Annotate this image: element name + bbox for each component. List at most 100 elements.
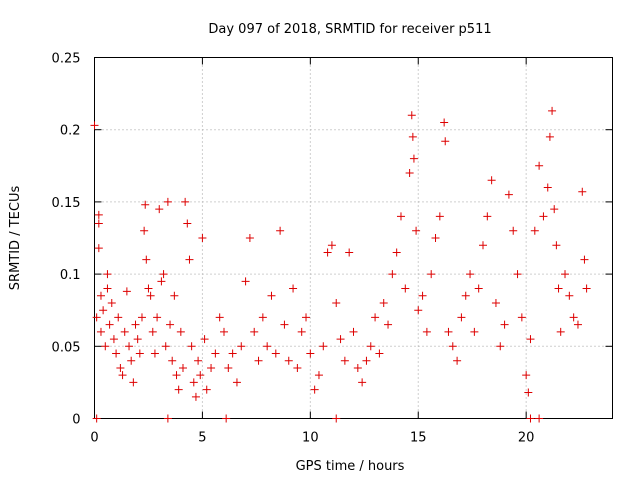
data-point	[580, 255, 589, 264]
data-point	[109, 335, 118, 344]
data-point	[302, 313, 311, 322]
data-point	[323, 248, 332, 257]
data-point	[517, 313, 526, 322]
data-point	[267, 291, 276, 300]
data-point	[474, 284, 483, 293]
data-point	[90, 121, 99, 130]
data-point	[105, 320, 114, 329]
data-point	[573, 320, 582, 329]
data-point	[362, 356, 371, 365]
data-points	[90, 106, 591, 423]
plot-frame	[94, 57, 613, 419]
data-point	[408, 132, 417, 141]
data-point	[157, 277, 166, 286]
data-point	[332, 414, 341, 423]
data-point	[122, 287, 131, 296]
data-point	[293, 363, 302, 372]
data-point	[530, 226, 539, 235]
data-point	[194, 356, 203, 365]
data-point	[565, 291, 574, 300]
data-point	[271, 349, 280, 358]
data-point	[545, 132, 554, 141]
data-point	[92, 414, 101, 423]
data-point	[163, 414, 172, 423]
data-point	[407, 111, 416, 120]
data-point	[168, 356, 177, 365]
data-point	[172, 371, 181, 380]
y-tick-label: 0.1	[60, 268, 81, 283]
data-point	[125, 342, 134, 351]
data-point	[535, 414, 544, 423]
data-point	[280, 320, 289, 329]
data-point	[170, 291, 179, 300]
data-point	[427, 270, 436, 279]
chart-title: Day 097 of 2018, SRMTID for receiver p51…	[208, 22, 491, 37]
data-point	[174, 385, 183, 394]
data-point	[582, 284, 591, 293]
data-point	[483, 212, 492, 221]
data-point	[448, 342, 457, 351]
data-point	[314, 371, 323, 380]
data-point	[150, 349, 159, 358]
data-point	[224, 363, 233, 372]
data-point	[112, 349, 121, 358]
data-point	[345, 248, 354, 257]
data-point	[396, 212, 405, 221]
data-point	[522, 371, 531, 380]
data-point	[183, 219, 192, 228]
data-point	[284, 356, 293, 365]
data-point	[409, 154, 418, 163]
data-point	[133, 335, 142, 344]
data-point	[263, 342, 272, 351]
data-point	[94, 219, 103, 228]
data-point	[187, 342, 196, 351]
data-point	[163, 197, 172, 206]
data-point	[153, 313, 162, 322]
data-point	[548, 106, 557, 115]
x-tick-label: 5	[198, 431, 206, 446]
data-point	[135, 349, 144, 358]
data-point	[491, 298, 500, 307]
data-point	[237, 342, 246, 351]
data-point	[401, 284, 410, 293]
data-point	[101, 342, 110, 351]
data-point	[228, 349, 237, 358]
data-point	[189, 378, 198, 387]
data-point	[371, 313, 380, 322]
data-point	[258, 313, 267, 322]
data-point	[94, 244, 103, 253]
data-point	[353, 363, 362, 372]
data-point	[470, 327, 479, 336]
data-point	[232, 378, 241, 387]
data-point	[202, 385, 211, 394]
data-point	[349, 327, 358, 336]
data-point	[340, 356, 349, 365]
data-point	[114, 313, 123, 322]
data-point	[392, 248, 401, 257]
data-point	[207, 363, 216, 372]
x-tick-label: 20	[518, 431, 535, 446]
data-point	[379, 298, 388, 307]
data-point	[127, 356, 136, 365]
data-point	[250, 327, 259, 336]
data-point	[198, 234, 207, 242]
data-point	[245, 234, 254, 242]
data-point	[181, 197, 190, 206]
data-point	[96, 291, 105, 300]
data-point	[103, 284, 112, 293]
data-point	[220, 327, 228, 336]
data-point	[388, 270, 397, 279]
data-point	[92, 313, 101, 322]
data-point	[146, 291, 155, 300]
data-point	[524, 388, 533, 397]
data-point	[159, 270, 168, 279]
data-point	[550, 205, 559, 214]
data-point	[129, 378, 138, 387]
data-point	[148, 327, 157, 336]
data-point	[535, 161, 544, 170]
data-point	[431, 234, 440, 242]
x-tick-label: 15	[410, 431, 427, 446]
data-point	[412, 226, 421, 235]
data-point	[526, 335, 535, 344]
data-point	[479, 241, 487, 250]
